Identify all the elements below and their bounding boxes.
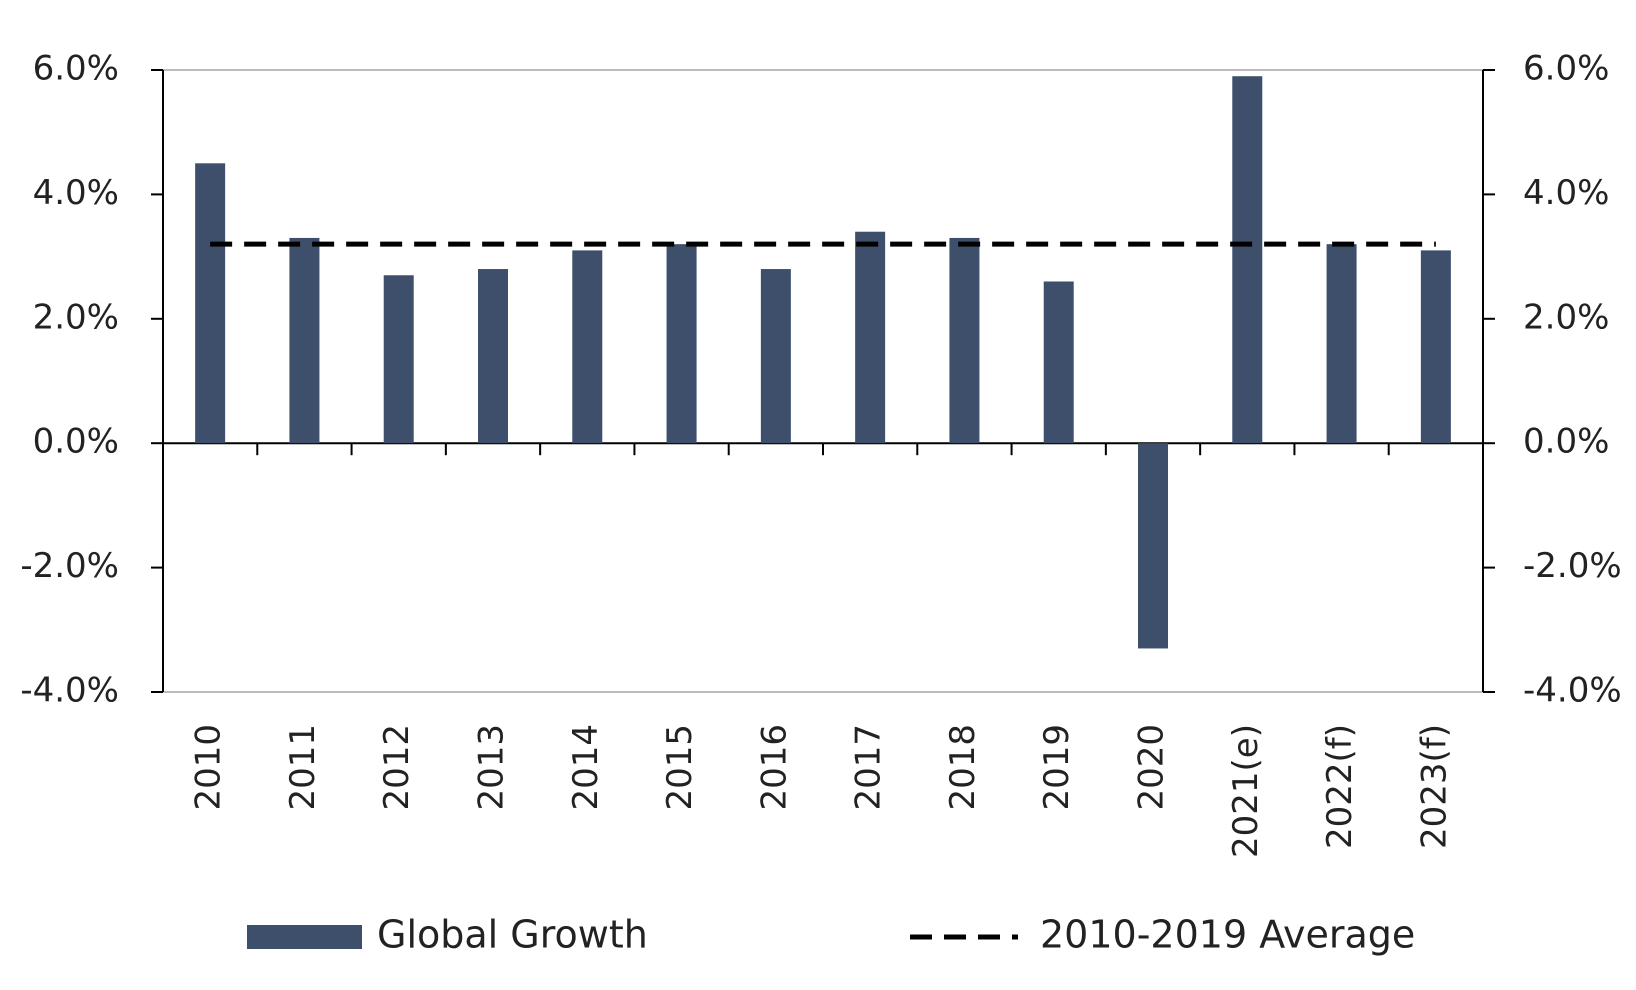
x-tick-label: 2010 — [189, 724, 229, 811]
y2-tick-label: 0.0% — [1523, 422, 1609, 462]
bar — [1326, 244, 1357, 444]
x-tick-label: 2023(f) — [1414, 724, 1454, 849]
bar — [195, 163, 226, 444]
bar — [666, 244, 697, 444]
x-tick-label: 2017 — [849, 724, 889, 811]
bar — [1138, 443, 1168, 649]
y2-tick-label: -4.0% — [1523, 671, 1622, 711]
bar — [1232, 76, 1263, 444]
x-tick-label: 2020 — [1132, 724, 1172, 811]
legend-label: Global Growth — [377, 913, 648, 957]
bar — [572, 250, 603, 444]
y2-tick-label: 6.0% — [1523, 49, 1609, 89]
y-tick-label: -2.0% — [20, 546, 119, 586]
bar — [289, 237, 320, 444]
x-tick-label: 2018 — [943, 724, 983, 811]
bar — [383, 275, 414, 444]
legend-label: 2010-2019 Average — [1040, 913, 1415, 957]
bar — [855, 231, 886, 444]
bar — [1043, 281, 1074, 444]
x-tick-label: 2011 — [283, 724, 323, 811]
x-tick-label: 2013 — [472, 724, 512, 811]
x-tick-label: 2016 — [754, 724, 794, 811]
y2-tick-label: 4.0% — [1523, 173, 1609, 213]
y2-tick-label: 2.0% — [1523, 297, 1609, 337]
bar — [478, 269, 508, 444]
y-tick-label: -4.0% — [20, 671, 119, 711]
y-tick-label: 4.0% — [33, 173, 119, 213]
bar — [949, 237, 980, 444]
x-tick-label: 2021(e) — [1226, 724, 1266, 858]
bar — [760, 269, 791, 444]
y-tick-label: 2.0% — [33, 297, 119, 337]
y-tick-label: 0.0% — [33, 422, 119, 462]
y-tick-label: 6.0% — [33, 49, 119, 89]
y2-tick-label: -2.0% — [1523, 546, 1622, 586]
legend-swatch — [247, 925, 362, 949]
x-tick-label: 2022(f) — [1320, 724, 1360, 849]
x-tick-label: 2012 — [377, 724, 417, 811]
bar — [1420, 250, 1451, 444]
x-tick-label: 2019 — [1037, 724, 1077, 811]
x-tick-label: 2015 — [660, 724, 700, 811]
x-tick-label: 2014 — [566, 724, 606, 811]
